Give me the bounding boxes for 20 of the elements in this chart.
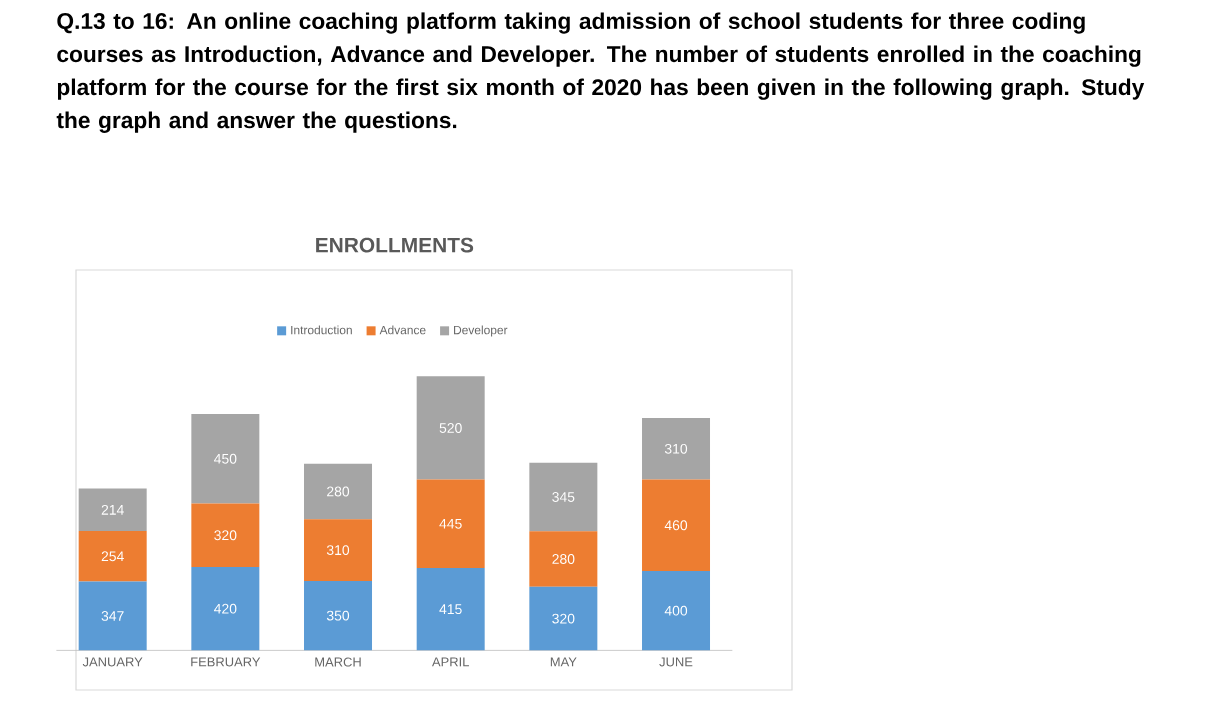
bar: [304, 463, 373, 520]
chart-title: ENROLLMENTS: [316, 237, 474, 253]
bar: [191, 503, 260, 567]
bar: [642, 570, 711, 651]
bar: [78, 488, 147, 532]
bar: [529, 531, 598, 587]
bar: [642, 479, 711, 571]
text: Q.13 to 16: An online coaching platform taking admission of school students for three coding courses as Introduction, Advance and Developer. The number of students enrolled in the coaching platform for the course for the first six month of 2020 has been given in the following graph. Study the graph and answer the questions.: [56, 12, 1145, 133]
bar: [416, 567, 485, 651]
bar: [304, 580, 373, 651]
bar: [416, 376, 485, 480]
bar: [191, 566, 260, 651]
bar: [642, 418, 711, 480]
bar: [304, 519, 373, 581]
bar: [191, 414, 260, 504]
bar: [529, 462, 598, 532]
bar: [78, 531, 147, 582]
bar: [416, 479, 485, 568]
bar: [78, 581, 147, 651]
bar: [529, 586, 598, 651]
